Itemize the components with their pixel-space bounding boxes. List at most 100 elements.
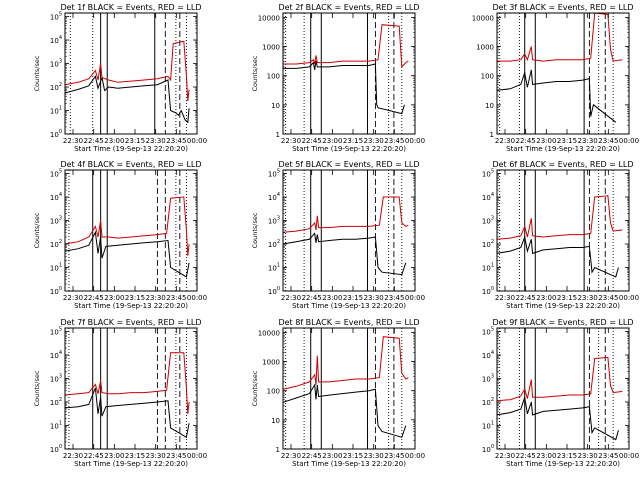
x-tick-label: 00:00 xyxy=(405,137,425,145)
plot-frame xyxy=(496,327,630,450)
plot-frame xyxy=(64,169,198,292)
panel-title: Det 7f BLACK = Events, RED = LLD xyxy=(60,318,201,327)
x-tick-label: 23:00 xyxy=(104,137,124,145)
y-tick-label: 100 xyxy=(50,286,62,296)
y-tick-label: 105 xyxy=(482,327,494,337)
x-tick-label: 23:30 xyxy=(364,294,384,302)
x-tick-label: 23:15 xyxy=(557,452,577,460)
x-tick-label: 23:30 xyxy=(364,452,384,460)
y-tick-label: 104 xyxy=(50,35,62,45)
series-lld-line xyxy=(496,356,623,402)
plot-frame xyxy=(496,12,630,135)
x-tick-label: 23:15 xyxy=(557,294,577,302)
x-tick-label: 23:00 xyxy=(104,294,124,302)
series-events-line xyxy=(64,387,190,439)
y-tick-label: 100 xyxy=(267,388,280,396)
series-events-line xyxy=(496,69,617,123)
x-axis-label: Start Time (19-Sep-13 22:20:20) xyxy=(506,145,620,153)
x-tick-label: 23:15 xyxy=(343,137,363,145)
y-tick-label: 101 xyxy=(482,263,494,273)
x-tick-label: 23:30 xyxy=(146,294,166,302)
x-tick-label: 00:00 xyxy=(405,452,425,460)
x-tick-label: 00:00 xyxy=(619,452,639,460)
panel-det-9: Det 9f BLACK = Events, RED = LLD 100 101 10… xyxy=(482,318,639,468)
panel-det-4: Det 4f BLACK = Events, RED = LLD 100 101 10… xyxy=(33,160,207,310)
y-tick-label: 105 xyxy=(50,12,62,22)
plot-frame xyxy=(64,327,198,450)
x-tick-label: 23:45 xyxy=(598,294,618,302)
x-axis-label: Start Time (19-Sep-13 22:20:20) xyxy=(506,460,620,468)
x-tick-label: 23:00 xyxy=(322,294,342,302)
y-tick-label: 100 xyxy=(268,286,280,296)
x-tick-label: 23:15 xyxy=(125,294,145,302)
x-tick-label: 23:15 xyxy=(343,294,363,302)
y-tick-label: 10 xyxy=(485,102,494,110)
x-axis-label: Start Time (19-Sep-13 22:20:20) xyxy=(74,460,188,468)
x-tick-label: 22:45 xyxy=(302,294,322,302)
y-axis-label: Counts/sec xyxy=(251,370,259,406)
x-tick-label: 22:30 xyxy=(63,294,83,302)
series-lld-line xyxy=(64,352,190,414)
panel-det-2: Det 2f BLACK = Events, RED = LLD 1 10 100 10… xyxy=(251,3,425,153)
y-tick-label: 101 xyxy=(482,421,494,431)
x-tick-label: 22:45 xyxy=(302,452,322,460)
panel-det-1: Det 1f BLACK = Events, RED = LLD 100 101 10… xyxy=(33,3,207,153)
y-tick-label: 104 xyxy=(50,350,62,360)
x-tick-label: 22:45 xyxy=(302,137,322,145)
x-tick-label: 23:00 xyxy=(322,137,342,145)
y-tick-label: 100 xyxy=(482,286,494,296)
y-tick-label: 101 xyxy=(50,106,62,116)
y-tick-label: 1000 xyxy=(262,359,280,367)
panel-det-8: Det 8f BLACK = Events, RED = LLD 1 10 100 10… xyxy=(251,318,425,468)
y-axis-label: Counts/sec xyxy=(33,212,41,248)
series-lld-line xyxy=(64,40,190,102)
y-tick-label: 105 xyxy=(268,169,280,179)
x-tick-label: 23:00 xyxy=(104,452,124,460)
x-tick-label: 22:30 xyxy=(495,452,515,460)
x-tick-label: 23:45 xyxy=(598,452,618,460)
x-tick-label: 22:45 xyxy=(84,294,104,302)
x-tick-label: 22:30 xyxy=(495,137,515,145)
x-tick-label: 23:15 xyxy=(343,452,363,460)
x-tick-label: 23:15 xyxy=(557,137,577,145)
x-tick-label: 00:00 xyxy=(187,294,207,302)
x-axis-label: Start Time (19-Sep-13 22:20:20) xyxy=(292,460,406,468)
y-tick-label: 103 xyxy=(50,59,62,69)
x-tick-label: 23:45 xyxy=(166,294,186,302)
x-tick-label: 23:45 xyxy=(384,137,404,145)
y-tick-label: 1000 xyxy=(262,44,280,52)
y-axis-label: Counts/sec xyxy=(33,55,41,91)
series-events-line xyxy=(283,60,405,115)
y-tick-label: 10 xyxy=(271,417,280,425)
x-tick-label: 23:45 xyxy=(166,137,186,145)
x-tick-label: 23:45 xyxy=(384,452,404,460)
series-events-line xyxy=(282,232,407,276)
x-tick-label: 23:15 xyxy=(125,137,145,145)
y-tick-label: 103 xyxy=(50,374,62,384)
panel-title: Det 9f BLACK = Events, RED = LLD xyxy=(492,318,633,327)
panel-title: Det 4f BLACK = Events, RED = LLD xyxy=(60,160,201,169)
y-axis-label: Counts/sec xyxy=(251,55,259,91)
y-tick-label: 1 xyxy=(490,131,494,139)
x-tick-label: 22:45 xyxy=(84,137,104,145)
series-lld-line xyxy=(497,12,623,62)
y-tick-label: 1 xyxy=(276,446,280,454)
y-tick-label: 104 xyxy=(482,192,494,202)
panel-det-6: Det 6f BLACK = Events, RED = LLD 100 101 10… xyxy=(482,160,639,310)
series-lld-line xyxy=(283,24,409,69)
series-events-line xyxy=(496,235,619,278)
series-lld-line xyxy=(496,195,623,240)
y-tick-label: 104 xyxy=(482,350,494,360)
x-tick-label: 23:45 xyxy=(384,294,404,302)
x-tick-label: 22:30 xyxy=(281,452,301,460)
x-tick-label: 23:30 xyxy=(364,137,384,145)
x-tick-label: 00:00 xyxy=(619,294,639,302)
y-tick-label: 1 xyxy=(276,131,280,139)
series-events-line xyxy=(496,397,619,441)
panel-title: Det 2f BLACK = Events, RED = LLD xyxy=(278,3,419,12)
x-tick-label: 22:30 xyxy=(495,294,515,302)
panel-title: Det 1f BLACK = Events, RED = LLD xyxy=(60,3,201,12)
y-tick-label: 100 xyxy=(481,73,494,81)
y-tick-label: 100 xyxy=(50,444,62,454)
